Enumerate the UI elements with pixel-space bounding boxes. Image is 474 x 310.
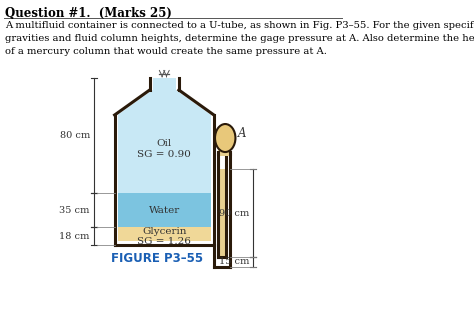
Circle shape (215, 124, 236, 152)
Text: Question #1.  (Marks 25): Question #1. (Marks 25) (5, 7, 172, 20)
Text: 35 cm: 35 cm (59, 206, 90, 215)
Polygon shape (118, 90, 211, 115)
Text: FIGURE P3–55: FIGURE P3–55 (111, 251, 203, 264)
Text: 18 cm: 18 cm (59, 232, 90, 241)
Text: Water: Water (149, 206, 180, 215)
Bar (118, 228, 211, 241)
Bar (118, 115, 211, 193)
Text: A multifluid container is connected to a U-tube, as shown in Fig. P3–55. For the: A multifluid container is connected to a… (5, 21, 474, 56)
Bar (118, 193, 211, 228)
Bar (153, 78, 176, 90)
Text: Glycerin
SG = 1.26: Glycerin SG = 1.26 (137, 227, 191, 246)
Text: 80 cm: 80 cm (60, 131, 90, 140)
Bar (218, 150, 230, 156)
Bar (218, 245, 226, 257)
Text: A: A (237, 127, 246, 140)
Text: Oil
SG = 0.90: Oil SG = 0.90 (137, 140, 191, 159)
Text: 90 cm: 90 cm (219, 209, 249, 218)
Text: 15 cm: 15 cm (219, 258, 249, 267)
Bar (218, 169, 226, 257)
